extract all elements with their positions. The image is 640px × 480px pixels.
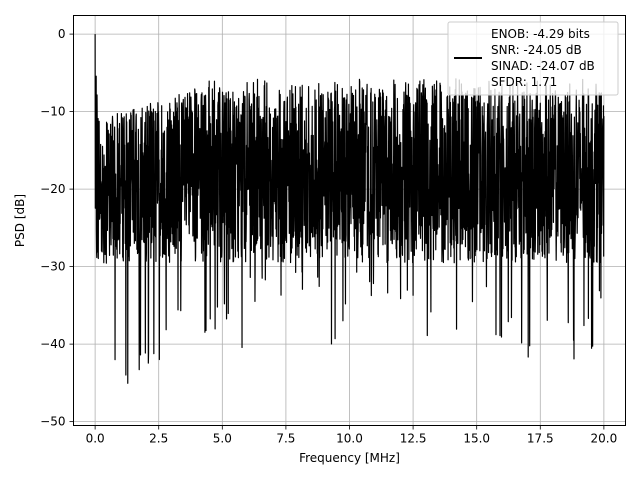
x-tick-label: 2.5 [149,432,168,446]
x-tick-label: 17.5 [527,432,554,446]
y-tick-label: 0 [58,27,66,41]
y-tick-label: −40 [40,337,65,351]
y-tick-label: −10 [40,105,65,119]
legend-entry: SFDR: 1.71 [491,75,557,89]
x-axis-label: Frequency [MHz] [299,451,400,465]
legend-entry: SINAD: -24.07 dB [491,59,595,73]
y-axis-label: PSD [dB] [13,194,27,247]
x-tick-label: 0.0 [86,432,105,446]
psd-series-line [94,34,605,384]
x-tick-label: 10.0 [336,432,363,446]
y-tick-label: −20 [40,182,65,196]
x-tick-label: 15.0 [463,432,490,446]
y-tick-label: −30 [40,260,65,274]
legend-entry: SNR: -24.05 dB [491,43,582,57]
legend-entry: ENOB: -4.29 bits [491,27,590,41]
legend: ENOB: -4.29 bits SNR: -24.05 dB SINAD: -… [447,21,619,96]
legend-box [447,21,619,96]
series-layer [94,34,605,384]
x-tick-label: 20.0 [591,432,618,446]
x-tick-label: 5.0 [213,432,232,446]
x-tick-label: 7.5 [276,432,295,446]
x-tick-label: 12.5 [400,432,427,446]
y-tick-label: −50 [40,415,65,429]
ticks: 0.0 2.5 5.0 7.5 10.0 12.5 15.0 17.5 20.0 0 −10 −20 −… [40,27,617,445]
